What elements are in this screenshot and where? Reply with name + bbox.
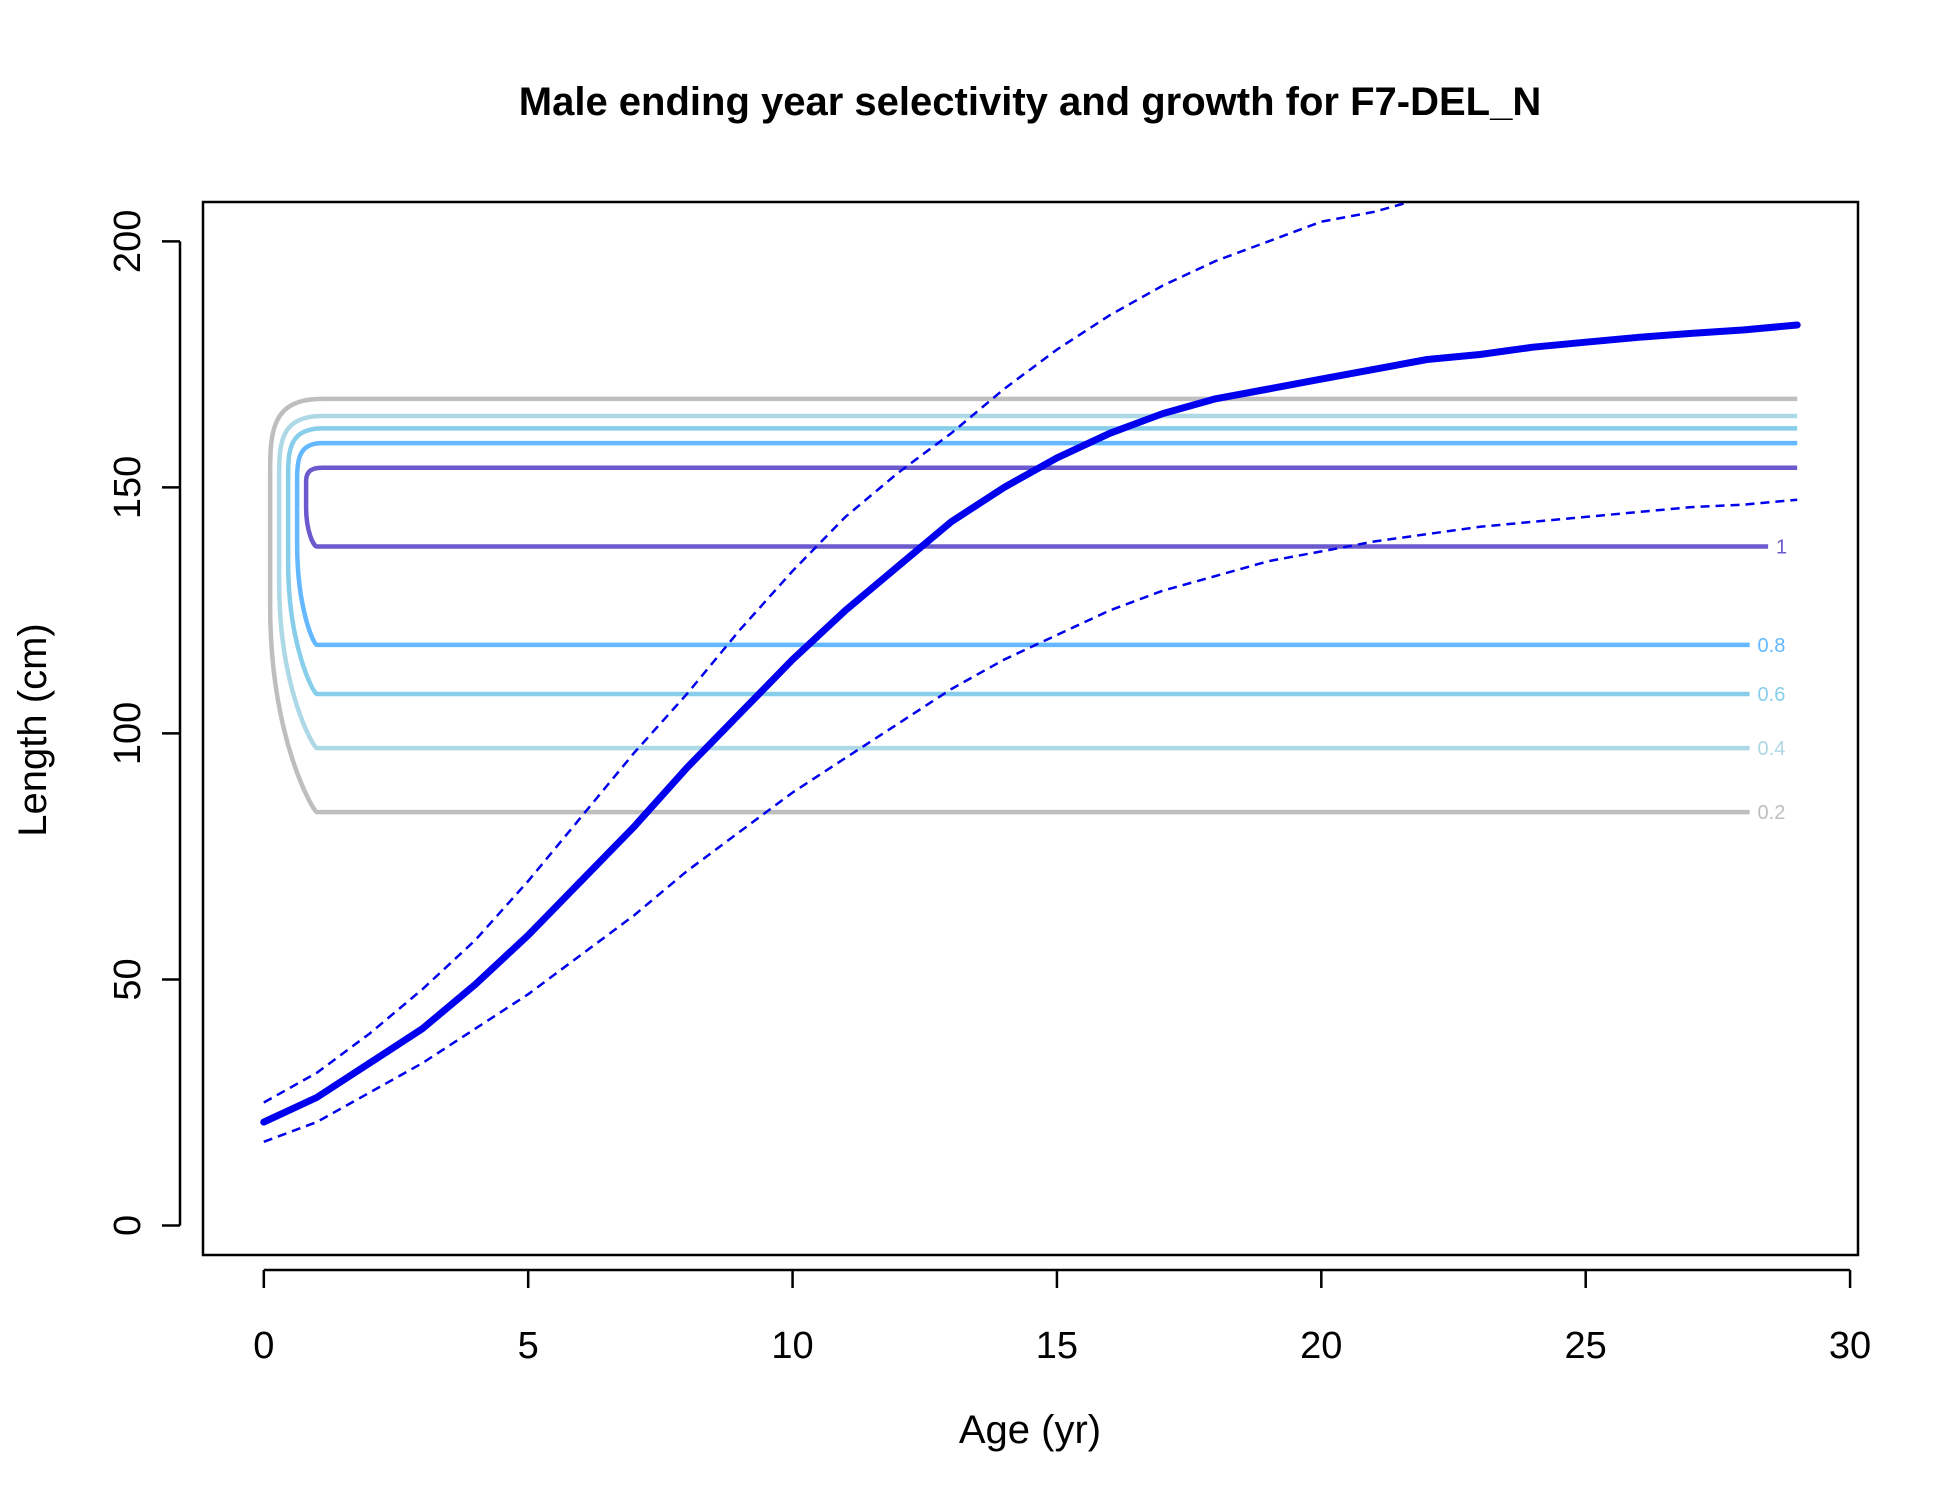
plot-area: 0.2 0.4 0.6 0.8 1 (260, 202, 1801, 1143)
x-axis: 0 5 10 15 20 25 30 (253, 1268, 1871, 1367)
y-tick-label: 150 (107, 456, 149, 519)
y-axis: 0 50 100 150 200 (107, 210, 182, 1236)
contour-labels: 0.2 0.4 0.6 0.8 1 (1758, 536, 1788, 824)
x-tick-label: 15 (1036, 1325, 1078, 1367)
growth-lower-interval (263, 498, 1798, 1143)
contour-label-0-2: 0.2 (1758, 802, 1786, 824)
y-tick-label: 200 (107, 210, 149, 273)
contour-0-2 (267, 396, 1798, 815)
contour-0-6 (285, 426, 1798, 697)
growth-upper-interval (263, 202, 1415, 1104)
x-tick-label: 10 (771, 1325, 813, 1367)
contour-label-0-4: 0.4 (1758, 738, 1786, 760)
growth-mean-curve (260, 321, 1801, 1126)
contour-1 (303, 465, 1798, 549)
x-tick-label: 25 (1565, 1325, 1607, 1367)
y-tick-label: 0 (107, 1215, 149, 1236)
y-tick-label: 100 (107, 702, 149, 765)
growth-curves (260, 202, 1801, 1143)
y-tick-label: 50 (107, 958, 149, 1000)
x-tick-label: 30 (1829, 1325, 1871, 1367)
x-tick-label: 0 (253, 1325, 274, 1367)
contour-label-0-8: 0.8 (1758, 635, 1786, 657)
contour-0-4 (276, 413, 1798, 751)
chart-title: Male ending year selectivity and growth … (519, 80, 1541, 124)
contour-0-8 (294, 440, 1798, 648)
plot-box (201, 200, 1860, 1257)
selectivity-contours (267, 396, 1798, 815)
x-tick-label: 20 (1300, 1325, 1342, 1367)
x-tick-label: 5 (518, 1325, 539, 1367)
x-axis-label: Age (yr) (959, 1408, 1101, 1452)
y-axis-label: Length (cm) (11, 623, 55, 836)
contour-label-0-6: 0.6 (1758, 684, 1786, 706)
contour-label-1: 1 (1776, 536, 1787, 558)
